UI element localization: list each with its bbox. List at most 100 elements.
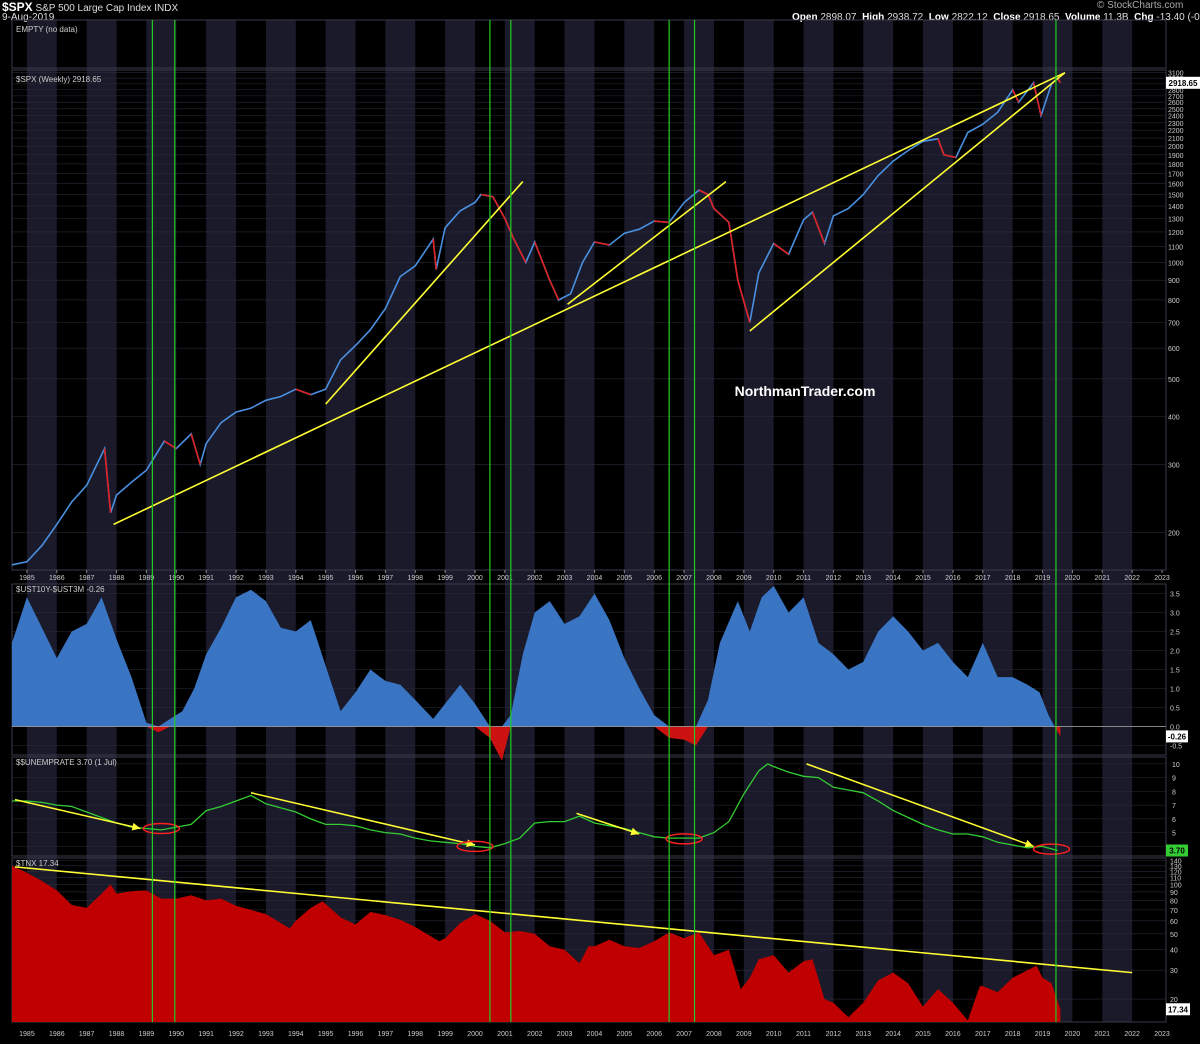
spx-trendline [113,71,1066,526]
spx-x-tick: 2012 [826,575,842,582]
panel-border-empty [11,19,1167,69]
spread-y-tick: 3.0 [1170,611,1180,618]
spx-x-tick: 1998 [407,575,423,582]
spx-y-tick: 2200 [1168,128,1184,135]
year-band [445,20,475,1022]
tnx-y-tick: 100 [1170,882,1182,889]
spread-last-value: -0.26 [1168,732,1187,741]
tnx-x-tick: 2001 [497,1031,513,1038]
arrowhead-icon [131,822,141,831]
unemp-line [12,763,1058,852]
tnx-x-tick: 1991 [198,1031,214,1038]
spx-x-tick: 2005 [617,575,633,582]
spx-y-tick: 1100 [1168,245,1183,252]
tnx-area [12,865,1061,1022]
spread-y-tick: 2.5 [1170,630,1180,637]
tnx-x-tick: 1995 [318,1031,334,1038]
high-value: 2938.72 [887,12,924,23]
tnx-x-tick: 2002 [527,1031,543,1038]
chart-date: 9-Aug-2019 [2,12,55,23]
tnx-x-tick: 2007 [676,1031,692,1038]
year-band [803,20,834,1022]
tnx-x-tick: 1997 [378,1031,394,1038]
spread-y-tick: -0.5 [1170,744,1182,751]
tnx-x-tick: 1998 [407,1031,423,1038]
spx-trendline [749,72,1066,332]
open-value: 2898.07 [820,12,857,23]
spx-x-tick: 1997 [378,575,394,582]
tnx-x-tick: 2000 [467,1031,483,1038]
spx-y-tick: 600 [1168,346,1180,353]
spx-x-tick: 2018 [1005,575,1021,582]
spx-down-segment [432,238,437,270]
tnx-x-tick: 1996 [348,1031,364,1038]
high-label: High [862,12,885,23]
spx-x-tick: 2011 [796,575,811,582]
stockcharts-credit: © StockCharts.com [1097,0,1184,11]
tnx-x-tick: 1987 [79,1031,95,1038]
spx-x-tick: 1996 [348,575,364,582]
tnx-x-tick: 2014 [885,1031,901,1038]
spread-y-tick: 0.0 [1170,725,1180,732]
spx-y-tick: 2600 [1168,100,1184,107]
spx-y-tick: 1800 [1168,162,1184,169]
spx-trendline [567,180,727,305]
tnx-y-tick: 80 [1170,898,1178,905]
unemp-trendline [576,812,640,835]
spx-x-tick: 1986 [49,575,65,582]
spx-y-tick: 900 [1168,278,1180,285]
spx-y-tick: 2100 [1168,136,1184,143]
spx-x-tick: 2007 [676,575,692,582]
spx-down-segment [654,220,670,224]
spx-x-tick: 2017 [975,575,991,582]
spx-panel-label: $SPX (Weekly) 2918.65 [16,75,102,84]
symbol-name: S&P 500 Large Cap Index [35,3,152,14]
year-band [684,20,714,1022]
spx-last-badge [1166,76,1200,89]
tnx-y-tick: 20 [1170,997,1178,1004]
unemp-low-ellipse [665,833,703,845]
chg-value: -13.40 (-0.46%) [1156,12,1200,23]
spread-y-tick: 2.0 [1170,649,1180,656]
unemp-trendline [806,763,1034,848]
spread-y-tick: 0.5 [1170,706,1180,713]
spx-x-tick: 1987 [79,575,95,582]
spx-x-tick: 2003 [557,575,573,582]
unemp-low-ellipse [1032,843,1071,855]
tnx-x-tick: 1990 [168,1031,184,1038]
tnx-y-tick: 120 [1170,869,1182,876]
tnx-x-tick: 2005 [617,1031,633,1038]
spx-x-tick: 2001 [497,575,513,582]
spx-x-tick: 2006 [646,575,662,582]
spread-y-tick: 1.5 [1170,668,1180,675]
spx-x-tick: 2004 [587,575,603,582]
spx-x-tick: 2008 [706,575,722,582]
spx-down-segment [943,154,957,159]
spx-down-segment [937,138,945,156]
volume-label: Volume [1065,12,1101,23]
spx-x-tick: 1992 [228,575,244,582]
spx-y-tick: 300 [1168,463,1180,470]
tnx-y-tick: 40 [1170,948,1178,955]
tnx-x-tick: 2009 [736,1031,752,1038]
tnx-x-tick: 2006 [646,1031,662,1038]
close-label: Close [993,12,1021,23]
year-band [923,20,953,1022]
spx-down-segment [504,218,515,240]
year-band [743,20,774,1022]
spread-last-badge [1166,730,1188,743]
spread-positive-area [12,585,1061,727]
spx-down-segment [533,241,551,281]
unemp-y-tick: 7 [1172,803,1176,810]
year-band [385,20,416,1022]
spx-down-segment [513,238,527,263]
tnx-y-tick: 30 [1170,968,1178,975]
tnx-panel-label: $TNX 17.34 [16,859,59,868]
year-band [265,20,296,1022]
tnx-x-tick: 2018 [1005,1031,1021,1038]
spread-y-tick: 3.5 [1170,592,1180,599]
spx-down-segment [295,388,311,396]
spx-down-segment [480,193,494,198]
spx-down-segment [698,189,709,196]
close-value: 2918.65 [1023,12,1060,23]
